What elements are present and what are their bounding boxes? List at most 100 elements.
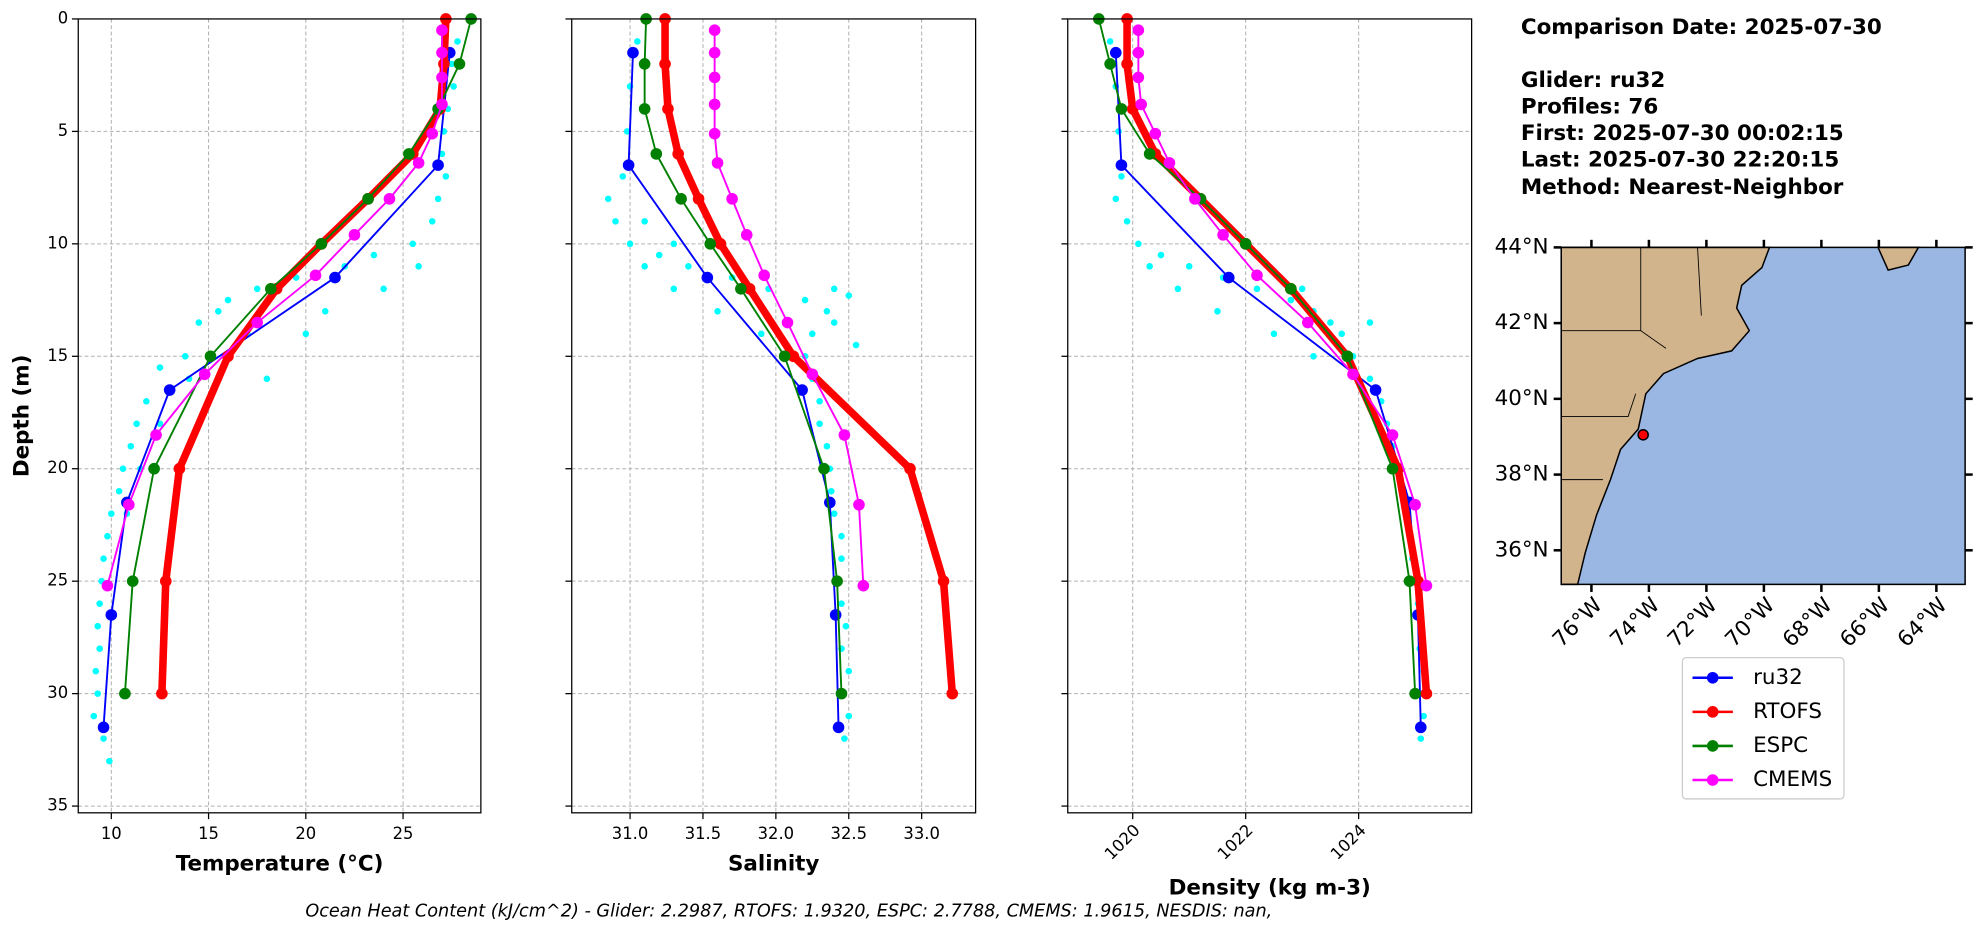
glider-point [685, 263, 692, 270]
glider-point [450, 83, 457, 90]
series-marker [1109, 46, 1122, 59]
glider-point [845, 292, 853, 299]
glider-point [1253, 285, 1261, 293]
series-marker [1403, 575, 1416, 587]
legend-marker [1706, 740, 1719, 752]
series-marker [436, 46, 448, 59]
series-marker [1115, 103, 1128, 115]
series-marker [1302, 316, 1314, 329]
series-marker [675, 193, 687, 205]
glider-point [1157, 251, 1165, 259]
axes-frame [571, 18, 977, 814]
series-marker [758, 269, 771, 282]
glider-point [604, 195, 612, 203]
glider-point [143, 397, 150, 405]
glider-point [428, 218, 436, 225]
series-marker [743, 283, 756, 295]
series-marker [403, 148, 415, 160]
glider-point [442, 173, 450, 180]
glider-point [714, 308, 721, 315]
glider-point [612, 218, 619, 225]
footnote: Ocean Heat Content (kJ/cm^2) - Glider: 2… [305, 901, 1272, 921]
glider-point [1327, 319, 1334, 326]
glider-point [830, 510, 838, 517]
glider-point [845, 667, 853, 675]
glider-point [454, 38, 461, 45]
lat-label: 44°N [1495, 234, 1549, 259]
series-marker [857, 579, 870, 592]
glider-point [809, 330, 816, 338]
glider-point [845, 712, 853, 720]
glider-point [623, 128, 631, 135]
glider-point [634, 38, 641, 45]
legend-marker [1706, 671, 1719, 684]
series-marker [198, 368, 211, 381]
series-marker [831, 575, 843, 587]
series-marker [436, 24, 448, 36]
glider-point [215, 308, 222, 315]
series-marker [1420, 579, 1433, 592]
glider-point [108, 510, 115, 517]
glider-point [380, 285, 387, 293]
glider-point [448, 60, 455, 68]
glider-point [670, 240, 678, 248]
series-marker [309, 269, 322, 282]
glider-point [100, 555, 107, 562]
glider-point [816, 420, 823, 428]
glider-point [195, 319, 203, 326]
legend-box [1681, 656, 1845, 800]
series-marker [1239, 238, 1252, 250]
border [1697, 247, 1702, 316]
series-marker [659, 58, 671, 70]
series-marker [1409, 687, 1421, 700]
series-marker [714, 238, 727, 250]
series-marker [412, 157, 425, 169]
glider-point [1135, 240, 1142, 248]
glider-point [90, 712, 98, 720]
series-marker [650, 148, 663, 160]
glider-point [838, 532, 845, 540]
series-marker [946, 687, 959, 700]
glider-point [841, 735, 848, 742]
series-marker [436, 98, 448, 111]
info-line: Glider: ru32 [1521, 68, 1665, 93]
series-marker [1132, 71, 1145, 84]
glider-point [1417, 735, 1425, 742]
legend-label: CMEMS [1753, 767, 1832, 792]
y-tick-label: 35 [47, 796, 68, 815]
glider-point [1146, 263, 1153, 270]
series-marker [251, 316, 263, 329]
series-marker [781, 316, 794, 329]
x-tick-label: 31.0 [612, 824, 649, 843]
series-marker [1222, 271, 1235, 284]
series-marker [787, 350, 800, 363]
series-marker [937, 575, 950, 587]
info-line: Comparison Date: 2025-07-30 [1521, 15, 1882, 40]
glider-point [181, 353, 189, 360]
glider-point [1298, 285, 1306, 293]
glider-point [1420, 712, 1427, 720]
series-marker [1341, 350, 1354, 363]
glider-point [1310, 353, 1317, 360]
series-marker [711, 157, 724, 169]
series-marker [806, 368, 819, 381]
legend-label: RTOFS [1753, 699, 1822, 724]
lat-label: 38°N [1495, 462, 1549, 487]
glider-point [127, 442, 135, 450]
glider-point [119, 465, 127, 473]
series-marker [148, 462, 160, 475]
glider-point [434, 195, 442, 203]
glider-point [1338, 330, 1345, 338]
glider-point [1115, 128, 1122, 135]
y-tick-label: 30 [47, 683, 68, 702]
series-marker [1414, 721, 1427, 734]
series-marker [704, 238, 717, 250]
x-axis-label: Temperature (°C) [176, 852, 384, 877]
glider-point [852, 341, 860, 349]
series-marker [1115, 159, 1128, 171]
series-marker [1347, 368, 1359, 381]
axes-frame [1067, 18, 1473, 814]
x-tick-label: 15 [198, 824, 219, 843]
